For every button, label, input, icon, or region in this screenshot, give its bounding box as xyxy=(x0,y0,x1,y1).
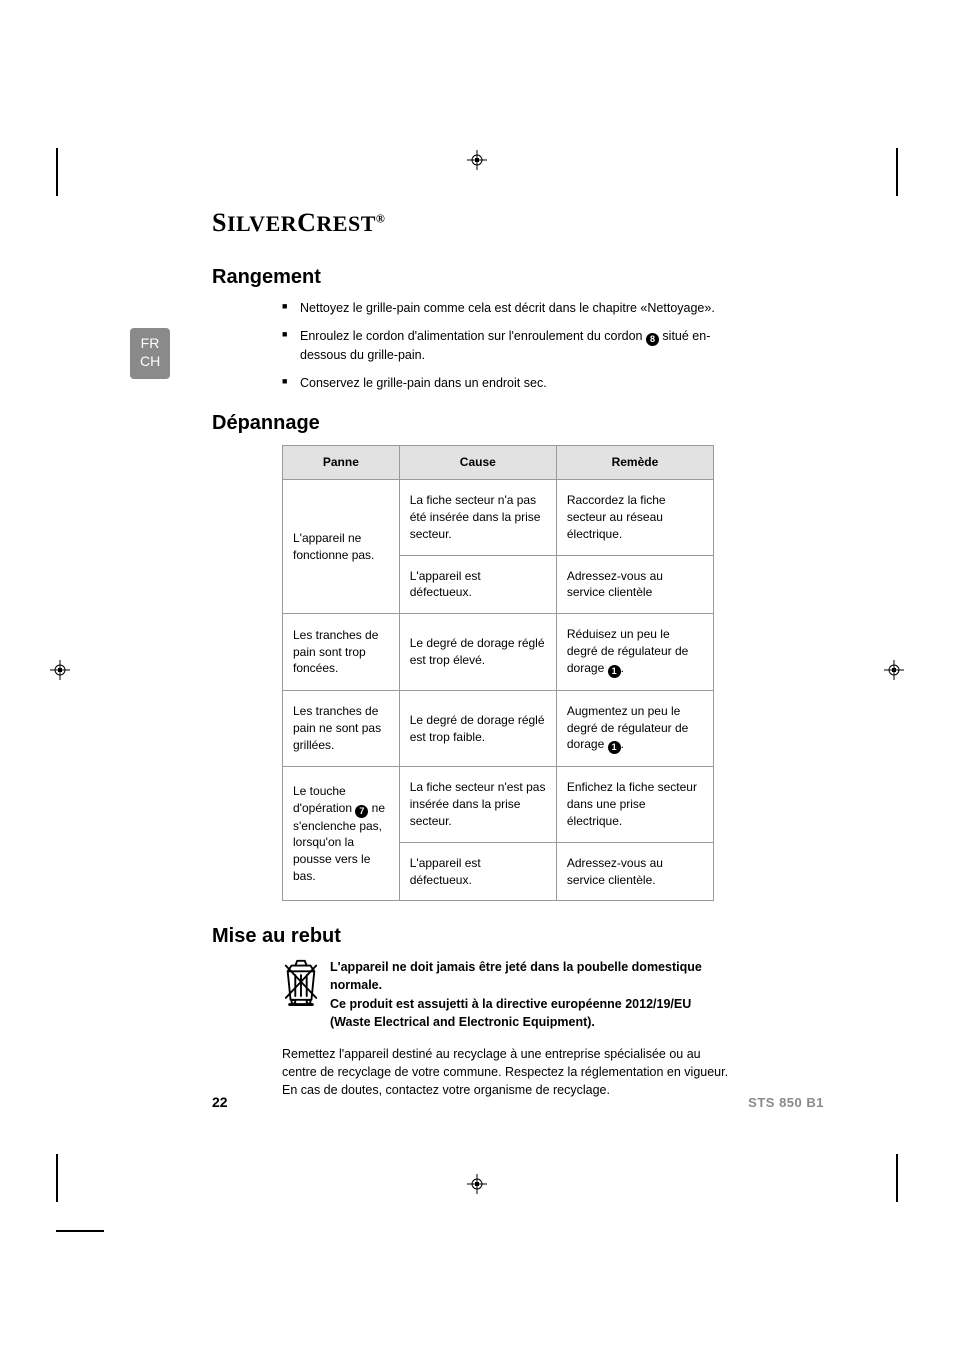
crop-mark xyxy=(56,148,58,196)
table-cell: La fiche secteur n'a pas été insérée dan… xyxy=(399,480,556,555)
page-footer: 22 STS 850 B1 xyxy=(212,1094,824,1110)
list-item: Conservez le grille-pain dans un endroit… xyxy=(282,374,730,392)
table-cell: Le degré de dorage réglé est trop faible… xyxy=(399,690,556,767)
registration-mark-icon xyxy=(50,660,70,680)
section-rebut-title: Mise au rebut xyxy=(212,925,730,948)
table-cell: L'appareil ne fonctionne pas. xyxy=(283,480,400,614)
table-cell: Réduisez un peu le degré de régulateur d… xyxy=(556,614,713,691)
registration-mark-icon xyxy=(884,660,904,680)
model-number: STS 850 B1 xyxy=(748,1095,824,1110)
table-cell: Enfichez la fiche secteur dans une prise… xyxy=(556,767,713,842)
table-cell: Les tranches de pain sont trop foncées. xyxy=(283,614,400,691)
table-header: Cause xyxy=(399,446,556,480)
crop-mark xyxy=(56,1230,104,1232)
table-header: Remède xyxy=(556,446,713,480)
registration-mark-icon xyxy=(467,1174,487,1194)
table-cell: Augmentez un peu le degré de régulateur … xyxy=(556,690,713,767)
crop-mark xyxy=(896,1154,898,1202)
table-cell: La fiche secteur n'est pas insérée dans … xyxy=(399,767,556,842)
table-cell: Le degré de dorage réglé est trop élevé. xyxy=(399,614,556,691)
registration-mark-icon xyxy=(467,150,487,170)
page-number: 22 xyxy=(212,1094,228,1110)
table-cell: Les tranches de pain ne sont pas grillée… xyxy=(283,690,400,767)
lang-fr: FR xyxy=(140,335,160,353)
list-item: Nettoyez le grille-pain comme cela est d… xyxy=(282,299,730,317)
table-cell: L'appareil est défectueux. xyxy=(399,842,556,901)
table-cell: L'appareil est défectueux. xyxy=(399,555,556,614)
table-cell: Le touche d'opération 7 ne s'enclenche p… xyxy=(283,767,400,901)
table-row: Le touche d'opération 7 ne s'enclenche p… xyxy=(283,767,714,842)
rebut-bold-2: Ce produit est assujetti à la directive … xyxy=(330,995,730,1031)
table-row: Les tranches de pain sont trop foncées.L… xyxy=(283,614,714,691)
crop-mark xyxy=(896,148,898,196)
rangement-list: Nettoyez le grille-pain comme cela est d… xyxy=(282,299,730,392)
rebut-paragraph: Remettez l'appareil destiné au recyclage… xyxy=(282,1045,730,1099)
section-depannage-title: Dépannage xyxy=(212,412,730,435)
brand-logo: SILVERCREST® xyxy=(212,208,824,238)
rebut-bold-1: L'appareil ne doit jamais être jeté dans… xyxy=(330,958,730,994)
table-cell: Raccordez la fiche secteur au réseau éle… xyxy=(556,480,713,555)
language-tab: FR CH xyxy=(130,328,170,379)
table-row: Les tranches de pain ne sont pas grillée… xyxy=(283,690,714,767)
page-content: SILVERCREST® FR CH Rangement Nettoyez le… xyxy=(130,208,824,1099)
crop-mark xyxy=(56,1154,58,1202)
weee-bin-icon xyxy=(282,958,320,1012)
troubleshoot-table: PanneCauseRemède L'appareil ne fonctionn… xyxy=(282,445,714,901)
table-header: Panne xyxy=(283,446,400,480)
list-item: Enroulez le cordon d'alimentation sur l'… xyxy=(282,327,730,364)
lang-ch: CH xyxy=(140,353,160,371)
table-row: L'appareil ne fonctionne pas.La fiche se… xyxy=(283,480,714,555)
table-cell: Adressez-vous au service clientèle xyxy=(556,555,713,614)
section-rangement-title: Rangement xyxy=(212,266,730,289)
table-cell: Adressez-vous au service clientèle. xyxy=(556,842,713,901)
